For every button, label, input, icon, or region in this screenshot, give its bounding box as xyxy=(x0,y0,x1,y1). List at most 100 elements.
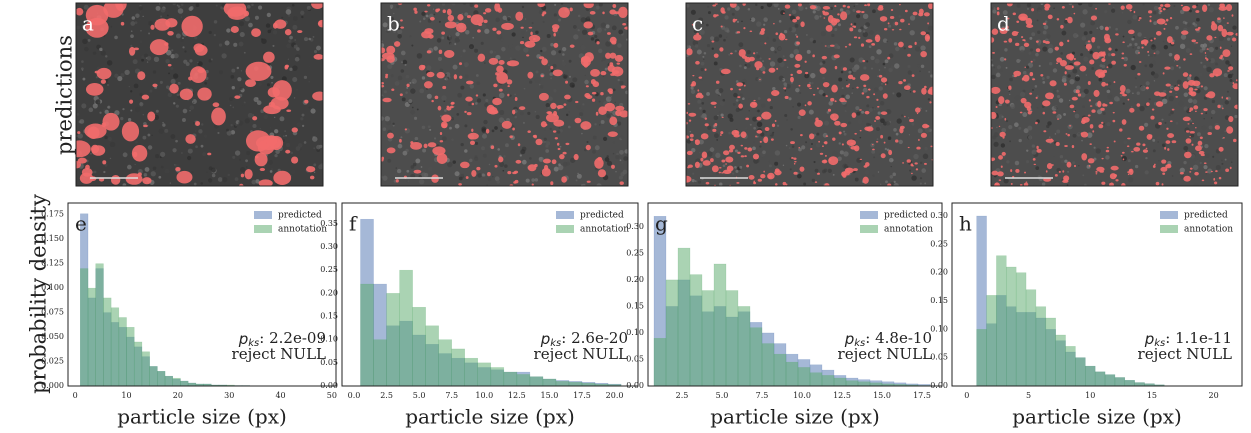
texture xyxy=(699,152,701,154)
texture xyxy=(472,36,475,39)
particle xyxy=(615,105,625,111)
texture xyxy=(312,136,318,142)
texture xyxy=(270,126,272,129)
particle xyxy=(1125,4,1133,10)
particle xyxy=(100,79,107,84)
texture xyxy=(1014,122,1019,128)
particle xyxy=(1226,126,1234,134)
particle xyxy=(441,31,446,35)
texture xyxy=(1155,50,1160,55)
texture xyxy=(394,81,400,86)
particle xyxy=(812,54,815,58)
texture xyxy=(1111,97,1114,100)
particle xyxy=(103,3,124,18)
texture xyxy=(210,58,213,61)
particle xyxy=(907,146,910,149)
texture xyxy=(240,167,246,173)
texture xyxy=(1036,19,1039,22)
texture xyxy=(117,76,123,82)
particle xyxy=(252,116,258,121)
texture xyxy=(1223,73,1228,78)
particle xyxy=(589,10,596,15)
texture xyxy=(1084,183,1087,186)
texture xyxy=(1230,158,1233,161)
texture xyxy=(480,41,484,45)
particle xyxy=(1151,108,1155,111)
particle xyxy=(1024,171,1027,174)
particle xyxy=(1073,57,1076,61)
texture xyxy=(1202,43,1208,48)
particle xyxy=(1188,110,1192,113)
texture xyxy=(234,177,239,182)
texture xyxy=(461,13,463,15)
texture xyxy=(313,171,316,173)
particle xyxy=(1055,141,1060,146)
texture xyxy=(694,180,697,182)
texture xyxy=(1080,53,1084,57)
texture xyxy=(1080,22,1086,28)
texture xyxy=(879,101,885,106)
particle xyxy=(1042,22,1047,26)
particle xyxy=(1109,182,1114,186)
particle xyxy=(475,94,479,97)
texture xyxy=(921,168,926,173)
particle xyxy=(167,63,172,67)
texture xyxy=(1123,140,1128,145)
texture xyxy=(539,174,542,178)
texture xyxy=(469,3,474,7)
texture xyxy=(1071,51,1075,55)
texture xyxy=(185,62,190,66)
texture xyxy=(892,172,897,177)
texture xyxy=(120,116,124,121)
texture xyxy=(612,152,615,155)
particle xyxy=(1122,41,1125,44)
particle xyxy=(464,110,467,113)
particle xyxy=(477,53,486,62)
histogram-bar xyxy=(1085,365,1096,387)
texture xyxy=(147,145,153,150)
particle xyxy=(467,132,479,140)
particle xyxy=(1008,38,1013,43)
texture xyxy=(1163,143,1166,145)
texture xyxy=(709,147,715,152)
texture xyxy=(1201,125,1207,131)
particle xyxy=(1111,60,1117,65)
texture xyxy=(1134,77,1137,80)
particle xyxy=(1206,48,1209,50)
texture xyxy=(110,25,113,28)
particle xyxy=(592,81,600,88)
particle xyxy=(918,138,920,142)
texture xyxy=(756,51,758,54)
particle xyxy=(1162,72,1165,75)
texture xyxy=(1040,3,1044,6)
texture xyxy=(130,21,136,26)
plot-frame xyxy=(67,202,337,387)
histogram-bar xyxy=(986,295,997,387)
texture xyxy=(778,20,782,23)
decision: reject NULL xyxy=(838,345,932,363)
particle xyxy=(406,83,410,88)
particle xyxy=(185,134,196,144)
texture xyxy=(1175,25,1179,30)
texture xyxy=(604,157,610,162)
texture xyxy=(142,135,147,140)
texture xyxy=(600,22,607,28)
particle xyxy=(382,97,392,103)
x-tick-label: 5.0 xyxy=(413,391,426,400)
histogram-bar xyxy=(87,287,96,387)
texture xyxy=(292,16,298,22)
texture xyxy=(752,146,756,151)
particle xyxy=(410,141,414,145)
particle xyxy=(736,181,740,184)
texture xyxy=(275,149,280,155)
particle xyxy=(1095,173,1098,175)
particle xyxy=(1029,72,1034,77)
particle xyxy=(894,21,899,26)
texture xyxy=(300,10,305,15)
texture xyxy=(726,36,728,39)
particle xyxy=(459,75,463,79)
texture xyxy=(203,134,208,138)
texture xyxy=(1037,30,1041,35)
particle xyxy=(614,54,624,62)
texture xyxy=(1036,107,1039,109)
